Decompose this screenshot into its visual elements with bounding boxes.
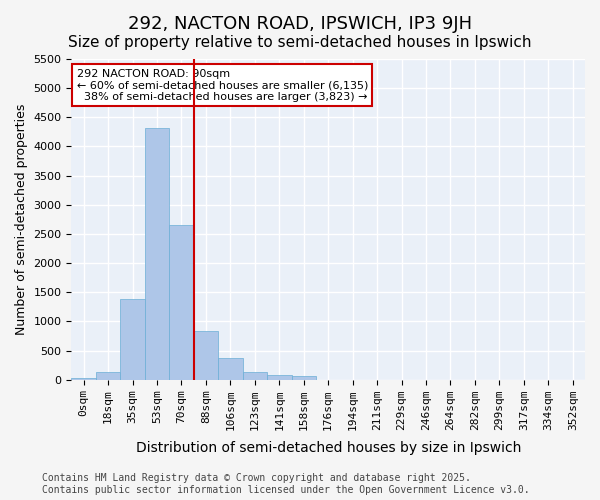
Text: 292, NACTON ROAD, IPSWICH, IP3 9JH: 292, NACTON ROAD, IPSWICH, IP3 9JH (128, 15, 472, 33)
Bar (292, 376, 316, 380)
Y-axis label: Number of semi-detached properties: Number of semi-detached properties (15, 104, 28, 335)
Text: 292 NACTON ROAD: 90sqm
← 60% of semi-detached houses are smaller (6,135)
  38% o: 292 NACTON ROAD: 90sqm ← 60% of semi-det… (77, 68, 368, 102)
Bar (169, 225, 194, 380)
X-axis label: Distribution of semi-detached houses by size in Ipswich: Distribution of semi-detached houses by … (136, 441, 521, 455)
Bar (267, 375, 292, 380)
Text: Size of property relative to semi-detached houses in Ipswich: Size of property relative to semi-detach… (68, 35, 532, 50)
Bar (242, 372, 267, 380)
Text: Contains HM Land Registry data © Crown copyright and database right 2025.
Contai: Contains HM Land Registry data © Crown c… (42, 474, 530, 495)
Bar (218, 358, 242, 380)
Bar (71, 378, 96, 380)
Bar (121, 299, 145, 380)
Bar (194, 332, 218, 380)
Bar (96, 372, 121, 380)
Bar (145, 128, 169, 380)
